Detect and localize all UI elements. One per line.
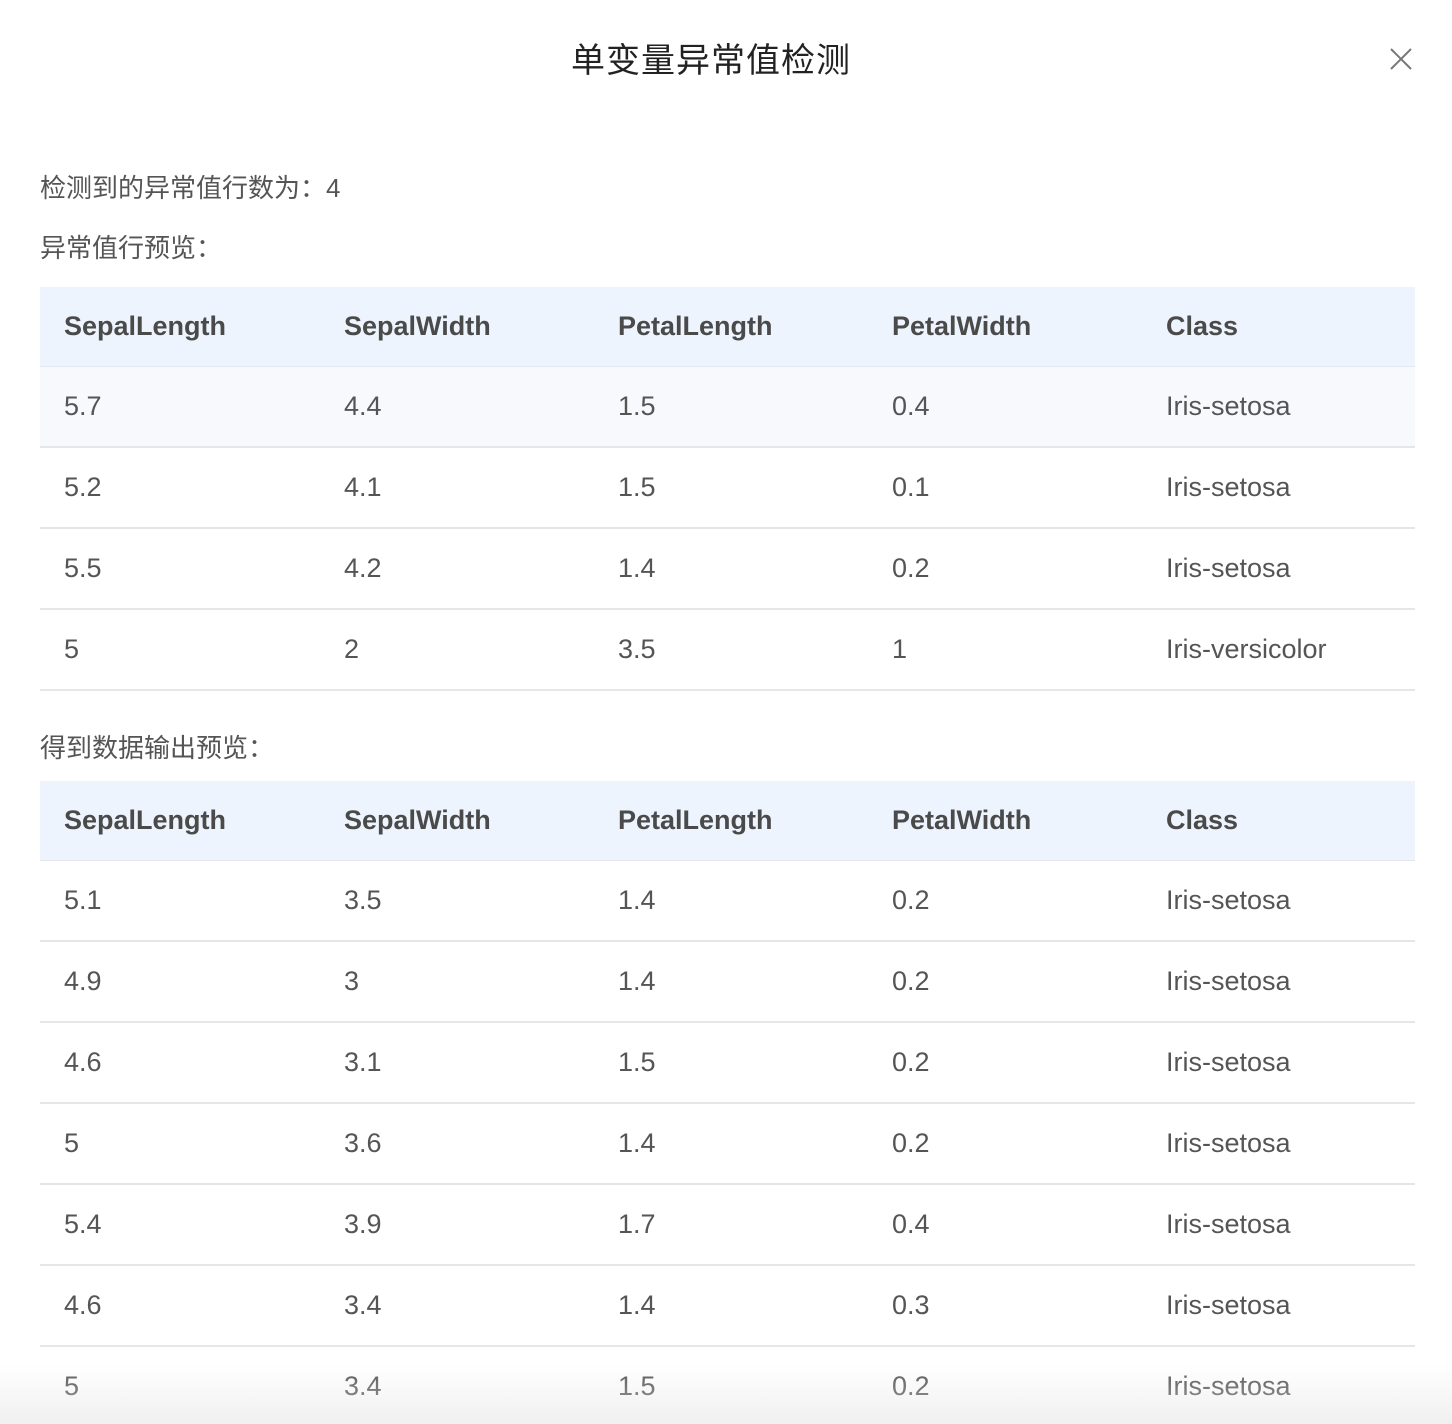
cell-class: Iris-setosa (1142, 1184, 1415, 1266)
cell-petal-width: 0.3 (868, 1265, 1142, 1347)
cell-petal-length: 1.7 (594, 1184, 868, 1266)
column-header-petal-length[interactable]: PetalLength (594, 781, 868, 861)
cell-sepal-width: 4.4 (320, 366, 594, 448)
table-row: 5.4 3.9 1.7 0.4 Iris-setosa (40, 1184, 1415, 1266)
column-header-class[interactable]: Class (1142, 781, 1415, 861)
cell-sepal-length: 5.7 (40, 366, 320, 448)
outlier-preview-label: 异常值行预览： (40, 233, 223, 263)
cell-class: Iris-setosa (1142, 941, 1415, 1023)
cell-sepal-width: 4.1 (320, 447, 594, 529)
cell-petal-width: 0.2 (868, 860, 1142, 942)
column-header-petal-length[interactable]: PetalLength (594, 287, 868, 367)
column-header-sepal-length[interactable]: SepalLength (40, 287, 320, 367)
cell-petal-length: 1.4 (594, 1265, 868, 1347)
output-data-table: SepalLength SepalWidth PetalLength Petal… (40, 781, 1415, 1424)
outlier-count-value: 4 (326, 173, 341, 203)
cell-petal-length: 3.5 (594, 609, 868, 691)
cell-petal-width: 0.2 (868, 1103, 1142, 1185)
cell-petal-width: 0.2 (868, 1346, 1142, 1424)
table-header-row: SepalLength SepalWidth PetalLength Petal… (40, 287, 1415, 367)
column-header-class[interactable]: Class (1142, 287, 1415, 367)
outlier-rows-table: SepalLength SepalWidth PetalLength Petal… (40, 287, 1415, 691)
cell-sepal-length: 5.2 (40, 447, 320, 529)
column-header-sepal-length[interactable]: SepalLength (40, 781, 320, 861)
cell-sepal-length: 4.6 (40, 1265, 320, 1347)
cell-sepal-width: 3.9 (320, 1184, 594, 1266)
table-row: 5 2 3.5 1 Iris-versicolor (40, 609, 1415, 691)
cell-class: Iris-setosa (1142, 447, 1415, 529)
cell-sepal-width: 3.5 (320, 860, 594, 942)
cell-class: Iris-versicolor (1142, 609, 1415, 691)
modal-title: 单变量异常值检测 (571, 42, 851, 80)
cell-petal-length: 1.5 (594, 447, 868, 529)
outlier-count-summary: 检测到的异常值行数为：4 (40, 170, 340, 206)
table-row: 4.6 3.1 1.5 0.2 Iris-setosa (40, 1022, 1415, 1104)
cell-petal-length: 1.5 (594, 1346, 868, 1424)
close-button[interactable] (1386, 44, 1416, 74)
table-row: 5.1 3.5 1.4 0.2 Iris-setosa (40, 860, 1415, 942)
cell-sepal-width: 4.2 (320, 528, 594, 610)
cell-class: Iris-setosa (1142, 1103, 1415, 1185)
cell-class: Iris-setosa (1142, 366, 1415, 448)
column-header-petal-width[interactable]: PetalWidth (868, 781, 1142, 861)
cell-petal-length: 1.5 (594, 366, 868, 448)
table-row: 5 3.6 1.4 0.2 Iris-setosa (40, 1103, 1415, 1185)
cell-sepal-width: 3.4 (320, 1346, 594, 1424)
table-header-row: SepalLength SepalWidth PetalLength Petal… (40, 781, 1415, 861)
column-header-petal-width[interactable]: PetalWidth (868, 287, 1142, 367)
cell-sepal-length: 4.9 (40, 941, 320, 1023)
table-row: 5 3.4 1.5 0.2 Iris-setosa (40, 1346, 1415, 1424)
cell-sepal-length: 5 (40, 609, 320, 691)
cell-petal-width: 0.4 (868, 366, 1142, 448)
column-header-sepal-width[interactable]: SepalWidth (320, 287, 594, 367)
cell-sepal-length: 5.1 (40, 860, 320, 942)
cell-petal-length: 1.4 (594, 941, 868, 1023)
cell-petal-width: 0.2 (868, 528, 1142, 610)
cell-sepal-length: 5 (40, 1346, 320, 1424)
cell-sepal-width: 3.1 (320, 1022, 594, 1104)
cell-sepal-width: 3 (320, 941, 594, 1023)
close-icon (1390, 48, 1412, 70)
table-row: 4.9 3 1.4 0.2 Iris-setosa (40, 941, 1415, 1023)
cell-sepal-length: 4.6 (40, 1022, 320, 1104)
cell-class: Iris-setosa (1142, 1346, 1415, 1424)
cell-sepal-length: 5.4 (40, 1184, 320, 1266)
cell-class: Iris-setosa (1142, 1022, 1415, 1104)
cell-petal-width: 0.1 (868, 447, 1142, 529)
output-preview-label: 得到数据输出预览： (40, 733, 275, 763)
table-row: 5.5 4.2 1.4 0.2 Iris-setosa (40, 528, 1415, 610)
cell-petal-length: 1.4 (594, 1103, 868, 1185)
outlier-count-label: 检测到的异常值行数为： (40, 173, 327, 203)
cell-petal-length: 1.4 (594, 528, 868, 610)
cell-petal-width: 0.2 (868, 1022, 1142, 1104)
cell-petal-width: 0.4 (868, 1184, 1142, 1266)
table-row: 5.7 4.4 1.5 0.4 Iris-setosa (40, 366, 1415, 448)
table-row: 4.6 3.4 1.4 0.3 Iris-setosa (40, 1265, 1415, 1347)
cell-sepal-width: 3.6 (320, 1103, 594, 1185)
column-header-sepal-width[interactable]: SepalWidth (320, 781, 594, 861)
table-row: 5.2 4.1 1.5 0.1 Iris-setosa (40, 447, 1415, 529)
cell-sepal-length: 5 (40, 1103, 320, 1185)
cell-petal-length: 1.4 (594, 860, 868, 942)
cell-petal-width: 1 (868, 609, 1142, 691)
cell-sepal-width: 3.4 (320, 1265, 594, 1347)
cell-sepal-width: 2 (320, 609, 594, 691)
cell-class: Iris-setosa (1142, 1265, 1415, 1347)
cell-sepal-length: 5.5 (40, 528, 320, 610)
cell-class: Iris-setosa (1142, 528, 1415, 610)
cell-petal-length: 1.5 (594, 1022, 868, 1104)
cell-class: Iris-setosa (1142, 860, 1415, 942)
cell-petal-width: 0.2 (868, 941, 1142, 1023)
